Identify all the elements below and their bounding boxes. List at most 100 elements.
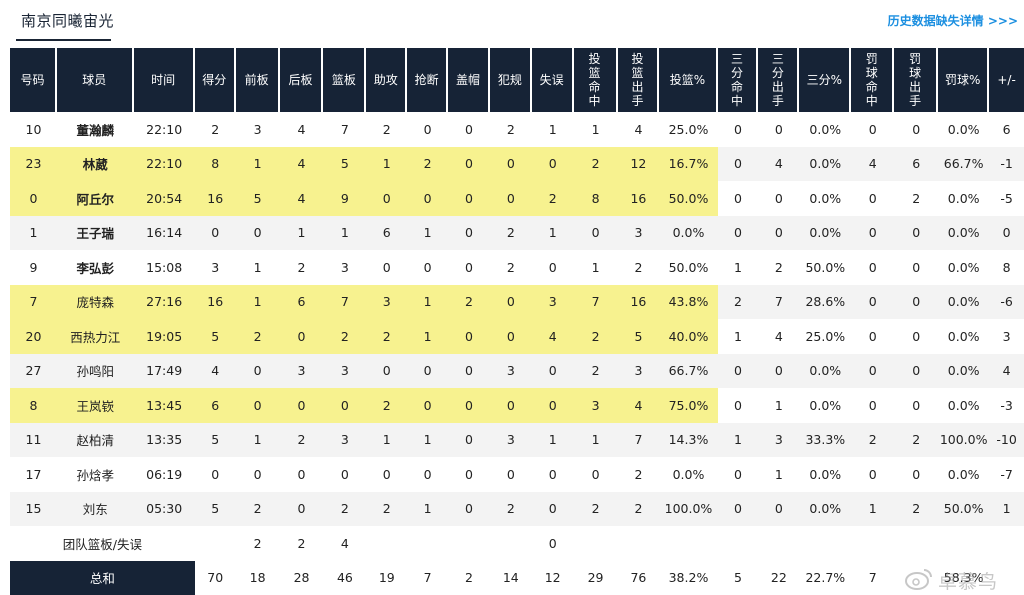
total-stat-cell: 19 <box>366 560 408 595</box>
stat-cell: 2 <box>573 319 618 354</box>
player-row[interactable]: 17 孙焓孝 06:19 0 0 0 0 0 0 0 0 0 0 2 0.0% 0 1 0.0% 0 0 0.0% -7 <box>10 457 1024 492</box>
player-name[interactable]: 庞特森 <box>56 284 134 319</box>
stat-cell: 0 <box>279 388 324 423</box>
player-name[interactable]: 王岚嵚 <box>56 388 134 423</box>
stat-cell: 0 <box>531 250 574 285</box>
player-row[interactable]: 7 庞特森 27:16 16 1 6 7 3 1 2 0 3 7 16 43.8% 2 7 28.6% 0 0 0.0%… <box>10 284 1024 319</box>
stat-cell: 9 <box>323 181 367 216</box>
stat-cell: 19:05 <box>133 319 195 354</box>
player-name[interactable]: 阿丘尔 <box>56 181 134 216</box>
column-header-label: +/- <box>997 73 1016 87</box>
player-name[interactable]: 李弘彭 <box>56 250 134 285</box>
stat-cell: 16 <box>194 181 236 216</box>
stat-cell: 3 <box>323 353 367 388</box>
player-row[interactable]: 9 李弘彭 15:08 3 1 2 3 0 0 0 2 0 1 2 50.0% 1 2 50.0% 0 0 0.0% 8 <box>10 250 1024 285</box>
player-row[interactable]: 27 孙鸣阳 17:49 4 0 3 3 0 0 0 3 0 2 3 66.7% 0 0 0.0% 0 0 0.0% 4 <box>10 353 1024 388</box>
stat-cell: 0.0% <box>799 491 852 526</box>
player-name[interactable]: 孙鸣阳 <box>56 353 134 388</box>
stat-cell: 2 <box>531 181 574 216</box>
stat-cell: 0 <box>717 491 759 526</box>
table-body: 10 董瀚麟 22:10 2 3 4 7 2 0 0 2 1 1 4 25.0% 0 0 0.0% 0 0 0.0% 6 2… <box>10 112 1024 595</box>
stat-cell: 16.7% <box>659 146 718 181</box>
player-row[interactable]: 10 董瀚麟 22:10 2 3 4 7 2 0 0 2 1 1 4 25.0% 0 0 0.0% 0 0 0.0% 6 <box>10 112 1024 147</box>
stat-cell: 7 <box>323 284 367 319</box>
stat-cell: 0 <box>323 457 367 492</box>
stat-cell: 2 <box>617 457 660 492</box>
stat-cell: 1 <box>10 215 57 250</box>
history-data-link[interactable]: 历史数据缺失详情 >>> <box>887 14 1018 28</box>
stat-cell: 2 <box>366 112 408 147</box>
player-row[interactable]: 0 阿丘尔 20:54 16 5 4 9 0 0 0 0 2 8 16 50.0% 0 0 0.0% 0 2 0.0% -… <box>10 181 1024 216</box>
stat-cell: 9 <box>10 250 57 285</box>
stat-cell: 2 <box>235 491 280 526</box>
player-row[interactable]: 11 赵柏清 13:35 5 1 2 3 1 1 0 3 1 1 7 14.3% 1 3 33.3% 2 2 100.0… <box>10 422 1024 457</box>
stat-cell: 0 <box>894 319 939 354</box>
stat-cell: 0 <box>489 146 532 181</box>
team-stat-cell <box>194 526 236 561</box>
team-stat-cell: 2 <box>235 526 280 561</box>
stat-cell: 0 <box>448 250 490 285</box>
stat-cell: 3 <box>531 284 574 319</box>
stat-cell: 0.0% <box>799 146 852 181</box>
stat-cell: 0 <box>366 250 408 285</box>
column-header: 罚 球 出 手 <box>894 48 939 112</box>
stat-cell: 2 <box>366 319 408 354</box>
active-tab-underline <box>16 39 111 41</box>
total-stat-cell: 18 <box>235 560 280 595</box>
total-stat-cell: 12 <box>531 560 574 595</box>
player-name[interactable]: 孙焓孝 <box>56 457 134 492</box>
team-tab[interactable]: 南京同曦宙光 <box>21 12 115 30</box>
player-name[interactable]: 董瀚麟 <box>56 112 134 147</box>
team-stat-cell <box>659 526 718 561</box>
stat-cell: 1 <box>407 491 449 526</box>
stat-cell: 0 <box>407 388 449 423</box>
stat-cell: 1 <box>717 422 759 457</box>
player-row[interactable]: 23 林葳 22:10 8 1 4 5 1 2 0 0 0 2 12 16.7% 0 4 0.0% 4 6 66.7% -… <box>10 146 1024 181</box>
player-row[interactable]: 8 王岚嵚 13:45 6 0 0 0 2 0 0 0 0 3 4 75.0% 0 1 0.0% 0 0 0.0% -3 <box>10 388 1024 423</box>
stat-cell: 3 <box>366 284 408 319</box>
stat-cell: 2 <box>366 388 408 423</box>
stat-cell: 1 <box>573 112 618 147</box>
stat-cell: 4 <box>851 146 895 181</box>
stat-cell: 0 <box>758 181 800 216</box>
stat-cell: -1 <box>989 146 1024 181</box>
stat-cell: 0 <box>194 457 236 492</box>
stat-cell: 0 <box>407 353 449 388</box>
stat-cell: 7 <box>758 284 800 319</box>
stat-cell: 1 <box>323 215 367 250</box>
stat-cell: 0 <box>531 353 574 388</box>
stat-cell: 50.0% <box>938 491 990 526</box>
total-stat-cell: 14 <box>489 560 532 595</box>
column-header-label: 得分 <box>202 73 227 87</box>
stat-cell: 2 <box>758 250 800 285</box>
stat-cell: 0 <box>717 181 759 216</box>
stat-cell: 2 <box>489 491 532 526</box>
team-stat-cell <box>407 526 449 561</box>
column-header: +/- <box>989 48 1024 112</box>
stat-cell: -3 <box>989 388 1024 423</box>
column-header-label: 失误 <box>539 73 564 87</box>
player-name[interactable]: 刘东 <box>56 491 134 526</box>
stat-cell: 0 <box>366 353 408 388</box>
player-row[interactable]: 1 王子瑞 16:14 0 0 1 1 6 1 0 2 1 0 3 0.0% 0 0 0.0% 0 0 0.0% 0 <box>10 215 1024 250</box>
player-name[interactable]: 王子瑞 <box>56 215 134 250</box>
stat-cell: 0 <box>717 215 759 250</box>
team-stat-cell <box>758 526 800 561</box>
stat-cell: 4 <box>758 146 800 181</box>
stat-cell: 1 <box>366 146 408 181</box>
column-header: 盖帽 <box>448 48 490 112</box>
stat-cell: 0 <box>448 353 490 388</box>
stat-cell: 0 <box>407 181 449 216</box>
player-row[interactable]: 20 西热力江 19:05 5 2 0 2 2 1 0 0 4 2 5 40.0% 1 4 25.0% 0 0 0.0%… <box>10 319 1024 354</box>
player-name[interactable]: 赵柏清 <box>56 422 134 457</box>
stat-cell: 2 <box>573 146 618 181</box>
stat-cell: 1 <box>366 422 408 457</box>
stat-cell: -7 <box>989 457 1024 492</box>
stat-cell: 13:45 <box>133 388 195 423</box>
player-name[interactable]: 西热力江 <box>56 319 134 354</box>
stat-cell: 3 <box>323 250 367 285</box>
stat-cell: 0 <box>758 112 800 147</box>
stat-cell: 3 <box>323 422 367 457</box>
player-name[interactable]: 林葳 <box>56 146 134 181</box>
player-row[interactable]: 15 刘东 05:30 5 2 0 2 2 1 0 2 0 2 2 100.0% 0 0 0.0% 1 2 50.0% 1 <box>10 491 1024 526</box>
